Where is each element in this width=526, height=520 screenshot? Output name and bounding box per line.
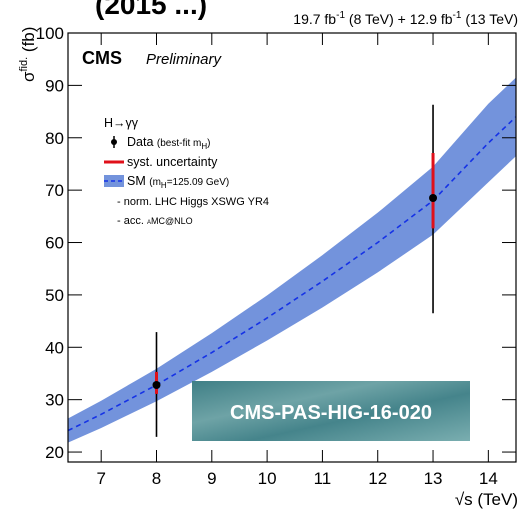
- x-tick-label: 12: [368, 469, 387, 488]
- data-point: [152, 381, 161, 389]
- lumi-part: -1: [453, 10, 462, 21]
- legend-part: ): [207, 138, 210, 149]
- lumi-part: (13 TeV): [461, 11, 518, 27]
- legend-note: - norm. LHC Higgs XSWG YR4: [117, 196, 269, 208]
- legend-label: Data (best-fit mH): [127, 135, 210, 151]
- legend-part: (m: [149, 177, 161, 188]
- cms-sub: Preliminary: [146, 51, 223, 68]
- data-point: [429, 194, 438, 202]
- legend-part: SM: [127, 174, 149, 188]
- legend-header: H→γγ: [104, 116, 139, 130]
- x-tick-label: 14: [479, 469, 498, 488]
- plot-frame: [67, 32, 517, 463]
- legend: H→γγ Data (best-fit mH) syst. uncertaint…: [104, 116, 269, 227]
- x-tick-label: 9: [207, 469, 216, 488]
- legend-part: H: [201, 142, 207, 151]
- cms-label: CMS: [82, 48, 122, 68]
- legend-part: H: [161, 181, 167, 190]
- lumi-part: -1: [336, 10, 345, 21]
- x-tick-label: 11: [314, 469, 332, 488]
- legend-part: - acc.: [117, 215, 147, 227]
- y-tick-label: 60: [45, 234, 64, 253]
- chart-title: (2015 ...): [95, 0, 207, 20]
- legend-part: Data: [127, 135, 157, 149]
- x-axis-label: √s (TeV): [455, 490, 518, 509]
- y-tick-label: 40: [45, 338, 64, 357]
- y-label-part: (fb): [19, 27, 38, 57]
- plot-area: [67, 77, 517, 443]
- y-label-part: fid.: [18, 57, 30, 72]
- y-axis-label: σfid. (fb): [18, 27, 38, 82]
- sm-line: [67, 116, 517, 432]
- y-tick-label: 20: [45, 443, 64, 462]
- lumi-label: 19.7 fb-1 (8 TeV) + 12.9 fb-1 (13 TeV): [293, 10, 518, 27]
- y-tick-label: 50: [45, 286, 64, 305]
- lumi-part: 19.7 fb: [293, 11, 336, 27]
- x-tick-label: 8: [152, 469, 161, 488]
- y-tick-label: 100: [36, 24, 64, 43]
- y-label-part: σ: [19, 71, 38, 82]
- y-tick-label: 30: [45, 391, 64, 410]
- legend-label: SM (mH=125.09 GeV): [127, 174, 229, 190]
- y-tick-label: 80: [45, 129, 64, 148]
- legend-part: =125.09 GeV): [167, 177, 230, 188]
- sm-band: [68, 77, 516, 443]
- annotation: CMS-PAS-HIG-16-020: [230, 402, 432, 424]
- legend-part: aMC@NLO: [147, 216, 193, 226]
- y-tick-label: 90: [45, 76, 64, 95]
- lumi-part: (8 TeV) + 12.9 fb: [345, 11, 453, 27]
- legend-label: syst. uncertainty: [127, 155, 218, 169]
- x-tick-label: 10: [258, 469, 277, 488]
- legend-part: (best-fit m: [157, 138, 201, 149]
- x-tick-label: 7: [96, 469, 105, 488]
- annotation-box: [192, 381, 470, 441]
- y-tick-label: 70: [45, 181, 64, 200]
- legend-note: - acc. aMC@NLO: [117, 215, 193, 227]
- x-tick-label: 13: [424, 469, 443, 488]
